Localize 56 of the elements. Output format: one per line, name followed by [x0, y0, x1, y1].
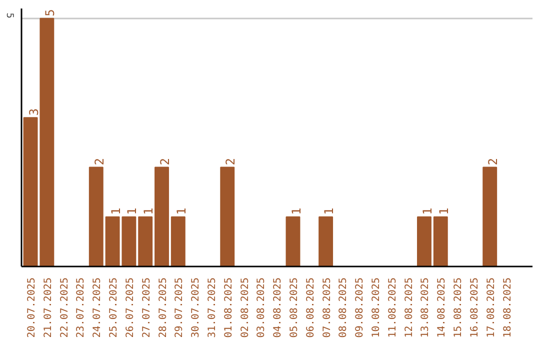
data-label: 1: [289, 208, 304, 215]
data-label: 1: [125, 208, 140, 215]
x-tick-label: 02.08.2025: [240, 277, 251, 338]
x-tick-label: 01.08.2025: [223, 277, 234, 338]
x-tick-label: 20.07.2025: [26, 277, 38, 338]
data-label: 2: [486, 158, 500, 166]
bar: [482, 166, 498, 266]
data-label: 1: [420, 208, 435, 215]
bar: [23, 117, 38, 266]
x-tick-label: 18.08.2025: [502, 277, 514, 338]
bar: [40, 18, 54, 266]
bar: [154, 166, 169, 266]
bar: [170, 216, 186, 266]
data-label: 5: [43, 9, 58, 16]
data-label: 1: [174, 208, 188, 215]
data-label: 1: [322, 208, 336, 215]
x-tick-label: 29.07.2025: [174, 277, 186, 338]
x-tick-label: 12.08.2025: [404, 277, 415, 338]
x-tick-label: 16.08.2025: [469, 277, 480, 338]
bar: [286, 216, 300, 266]
bar: [138, 216, 153, 266]
x-tick-label: 23.07.2025: [76, 277, 87, 338]
x-tick-label: 14.08.2025: [436, 277, 448, 338]
x-tick-label: 22.07.2025: [59, 277, 70, 338]
x-tick-label: 15.08.2025: [453, 277, 464, 338]
data-label: 2: [158, 158, 172, 166]
x-tick-label: 11.08.2025: [387, 277, 398, 338]
x-tick-label: 28.07.2025: [158, 277, 169, 338]
data-label: 1: [108, 208, 123, 215]
data-label: 2: [224, 158, 238, 166]
x-tick-label: 04.08.2025: [272, 277, 284, 338]
x-tick-label: 25.07.2025: [108, 277, 120, 338]
bar: [220, 166, 235, 266]
x-tick-label: 10.08.2025: [371, 277, 382, 338]
x-tick-label: 24.07.2025: [92, 277, 104, 338]
x-tick-label: 03.08.2025: [256, 277, 268, 338]
x-tick-label: 06.08.2025: [305, 277, 316, 338]
x-tick-label: 17.08.2025: [486, 277, 497, 338]
bar: [318, 216, 334, 266]
x-tick-label: 21.07.2025: [42, 277, 54, 338]
x-tick-label: 08.08.2025: [338, 277, 350, 338]
x-tick-label: 13.08.2025: [420, 277, 432, 338]
x-tick-label: 27.07.2025: [141, 277, 152, 338]
x-tick-label: 09.08.2025: [354, 277, 366, 338]
x-tick-label: 31.07.2025: [206, 277, 218, 338]
x-tick-label: 05.08.2025: [288, 277, 300, 338]
bar: [433, 216, 448, 266]
bar: [417, 216, 432, 266]
x-tick-label: 30.07.2025: [190, 277, 202, 338]
data-label: 1: [142, 208, 156, 215]
data-label: 2: [92, 158, 106, 166]
bar: [88, 166, 104, 266]
data-label: 3: [26, 108, 41, 116]
x-tick-label: 07.08.2025: [322, 277, 333, 338]
data-label: 1: [436, 208, 451, 215]
x-tick-label: 26.07.2025: [124, 277, 136, 338]
